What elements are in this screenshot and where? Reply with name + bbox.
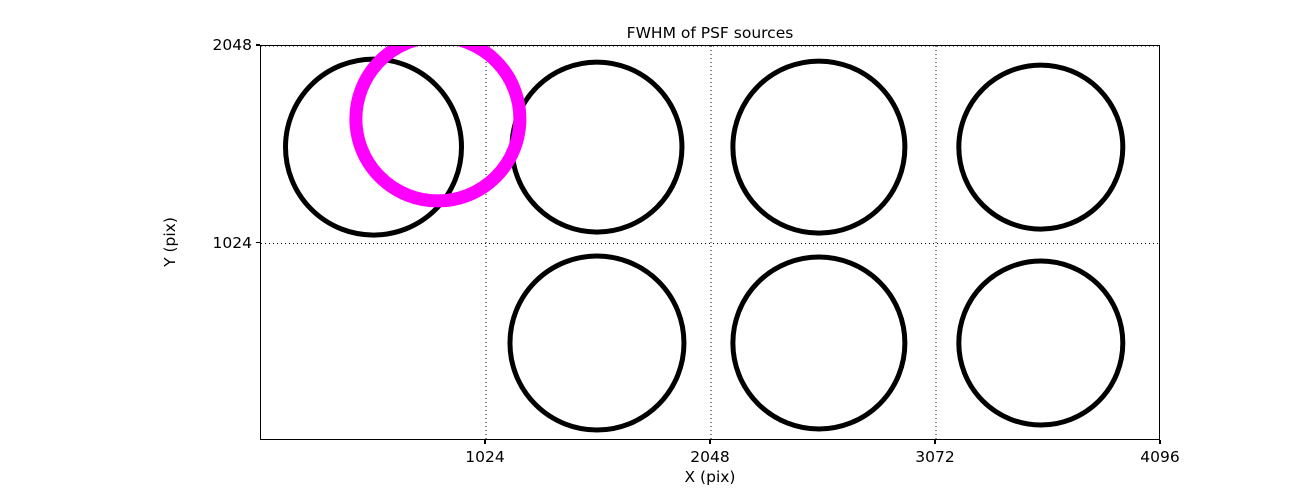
- psf-source-circle: [507, 253, 687, 433]
- x-tick-mark: [1159, 440, 1161, 444]
- x-tick-label: 3072: [915, 448, 955, 466]
- x-tick-mark: [484, 440, 486, 444]
- psf-source-circle: [283, 56, 464, 238]
- plot-drawing-area: [261, 46, 1159, 439]
- x-tick-mark: [934, 440, 936, 444]
- psf-source-circle: [730, 254, 908, 432]
- y-tick-mark: [256, 44, 260, 46]
- x-axis-label: X (pix): [684, 468, 736, 486]
- y-axis-label: Y (pix): [161, 217, 179, 267]
- psf-source-circle: [956, 258, 1126, 428]
- gridlines-group: [261, 46, 1159, 439]
- page-title: FWHM of PSF sources: [626, 24, 794, 42]
- plot-axes: [260, 45, 1160, 440]
- x-tick-label: 1024: [465, 448, 505, 466]
- y-tick-label: 2048: [212, 36, 252, 54]
- x-tick-label: 2048: [690, 448, 730, 466]
- psf-source-circle: [349, 46, 527, 208]
- y-tick-mark: [256, 241, 260, 244]
- x-tick-mark: [709, 440, 711, 444]
- psf-source-circle: [956, 62, 1126, 232]
- psf-source-circle: [509, 59, 685, 235]
- data-markers-group: [283, 46, 1126, 433]
- psf-source-circle: [730, 58, 908, 236]
- y-tick-label: 1024: [212, 233, 252, 252]
- x-tick-label: 4096: [1140, 448, 1180, 466]
